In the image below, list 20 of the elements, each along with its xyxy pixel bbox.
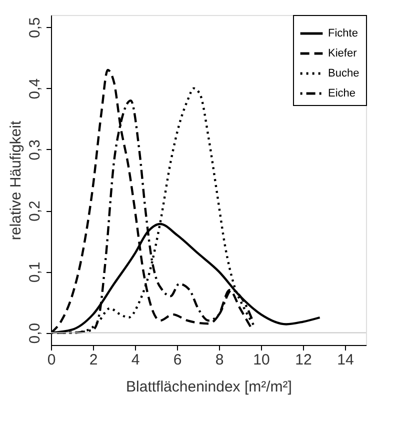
legend-label: Kiefer	[328, 48, 358, 60]
legend-label: Buche	[328, 68, 360, 80]
x-tick-label: 10	[253, 352, 270, 368]
x-axis-title: Blattflächenindex [m²/m²]	[126, 378, 292, 396]
y-tick-label: 0,1	[26, 262, 44, 283]
y-tick-label: 0,0	[26, 322, 44, 344]
x-tick-label: 12	[295, 352, 312, 368]
x-tick-label: 14	[337, 352, 354, 368]
x-tick-label: 0	[47, 352, 56, 368]
legend-label: Eiche	[328, 88, 356, 100]
y-tick-label: 0,2	[26, 200, 44, 222]
y-tick-label: 0,5	[26, 17, 44, 38]
y-tick-label: 0,3	[26, 140, 44, 160]
x-tick-label: 8	[215, 352, 224, 368]
y-tick-label: 0,4	[26, 78, 44, 100]
x-tick-label: 6	[173, 352, 182, 368]
legend-label: Fichte	[328, 28, 358, 40]
y-axis-title: relative Häufigkeit	[8, 120, 24, 240]
x-tick-label: 4	[131, 352, 140, 368]
x-tick-label: 2	[89, 352, 98, 368]
